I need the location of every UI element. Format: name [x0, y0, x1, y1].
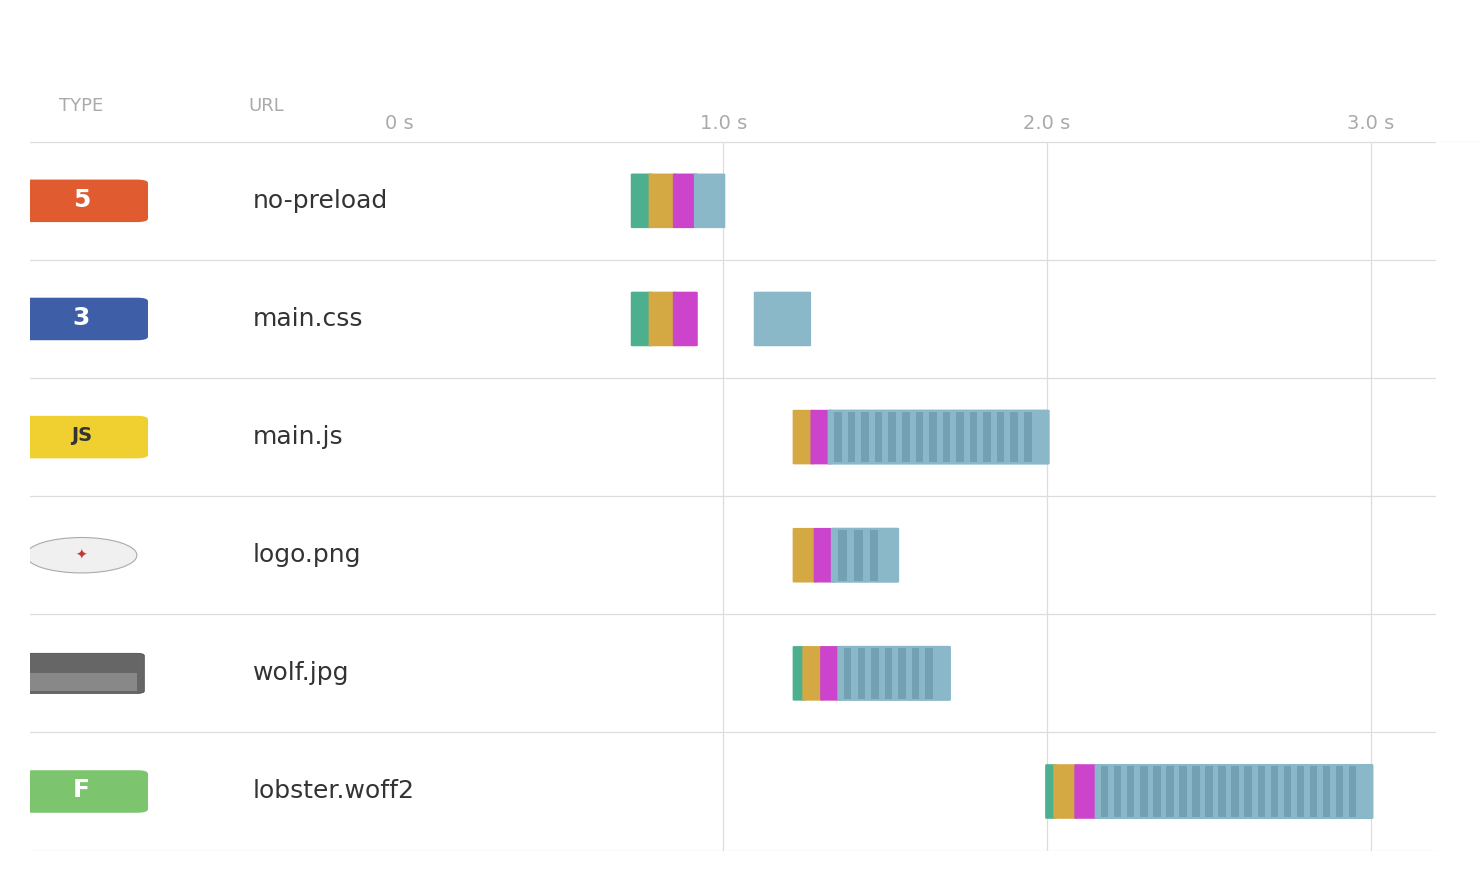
Bar	[943, 412, 950, 462]
FancyBboxPatch shape	[648, 291, 676, 346]
Bar	[929, 412, 937, 462]
Bar	[838, 530, 847, 580]
Bar	[1323, 766, 1331, 817]
FancyBboxPatch shape	[15, 770, 148, 812]
FancyBboxPatch shape	[838, 646, 952, 701]
Text: main.js: main.js	[253, 425, 343, 449]
Text: ✦: ✦	[75, 548, 87, 563]
FancyBboxPatch shape	[802, 646, 824, 701]
Bar	[885, 648, 892, 699]
Bar	[1011, 412, 1018, 462]
FancyBboxPatch shape	[648, 174, 676, 228]
Bar	[888, 412, 895, 462]
Bar	[835, 412, 842, 462]
Text: 3: 3	[73, 306, 90, 330]
Bar	[983, 412, 992, 462]
Bar	[1245, 766, 1252, 817]
FancyBboxPatch shape	[793, 410, 814, 464]
Bar	[1296, 766, 1304, 817]
FancyBboxPatch shape	[19, 653, 145, 694]
FancyBboxPatch shape	[1095, 764, 1373, 819]
Bar	[998, 412, 1005, 462]
Bar	[1024, 412, 1032, 462]
Text: logo.png: logo.png	[253, 543, 361, 567]
Text: URL: URL	[249, 97, 284, 115]
Bar	[1101, 766, 1109, 817]
Bar	[1258, 766, 1265, 817]
Bar	[844, 648, 851, 699]
FancyBboxPatch shape	[630, 291, 653, 346]
Bar	[1205, 766, 1212, 817]
Bar	[1283, 766, 1291, 817]
FancyBboxPatch shape	[811, 410, 832, 464]
Text: TYPE: TYPE	[59, 97, 104, 115]
Bar	[1193, 766, 1200, 817]
FancyBboxPatch shape	[814, 528, 835, 582]
Bar	[1153, 766, 1160, 817]
Bar	[857, 648, 864, 699]
Bar	[1180, 766, 1187, 817]
FancyBboxPatch shape	[820, 646, 842, 701]
Bar	[925, 648, 932, 699]
Bar	[1231, 766, 1239, 817]
FancyBboxPatch shape	[15, 298, 148, 340]
FancyBboxPatch shape	[694, 174, 725, 228]
FancyBboxPatch shape	[793, 528, 817, 582]
Bar	[1270, 766, 1277, 817]
FancyBboxPatch shape	[753, 291, 811, 346]
Bar	[875, 412, 882, 462]
FancyBboxPatch shape	[1045, 765, 1057, 819]
Bar	[912, 648, 919, 699]
Bar	[1348, 766, 1356, 817]
FancyBboxPatch shape	[1054, 765, 1077, 819]
Bar	[870, 530, 879, 580]
Bar	[872, 648, 879, 699]
FancyBboxPatch shape	[673, 291, 697, 346]
FancyBboxPatch shape	[827, 409, 1049, 464]
Bar	[956, 412, 963, 462]
FancyBboxPatch shape	[793, 646, 807, 701]
Bar	[1166, 766, 1174, 817]
Bar	[901, 412, 910, 462]
Bar	[27, 673, 138, 691]
Bar	[1218, 766, 1225, 817]
FancyBboxPatch shape	[830, 528, 900, 583]
FancyBboxPatch shape	[1074, 765, 1100, 819]
Bar	[1114, 766, 1122, 817]
Text: main.css: main.css	[253, 307, 364, 331]
Bar	[1140, 766, 1147, 817]
Text: F: F	[73, 778, 90, 803]
Text: lobster.woff2: lobster.woff2	[253, 780, 414, 804]
Circle shape	[27, 538, 138, 573]
Bar	[1128, 766, 1135, 817]
Bar	[1310, 766, 1317, 817]
Bar	[1335, 766, 1342, 817]
FancyBboxPatch shape	[15, 180, 148, 222]
Text: wolf.jpg: wolf.jpg	[253, 661, 349, 686]
Bar	[898, 648, 906, 699]
Bar	[861, 412, 869, 462]
Bar	[916, 412, 924, 462]
Bar	[969, 412, 977, 462]
Text: 5: 5	[73, 188, 90, 212]
FancyBboxPatch shape	[15, 416, 148, 458]
Text: JS: JS	[71, 426, 92, 446]
FancyBboxPatch shape	[673, 174, 697, 228]
Text: no-preload: no-preload	[253, 189, 388, 213]
FancyBboxPatch shape	[630, 174, 653, 228]
Bar	[854, 530, 863, 580]
Bar	[848, 412, 855, 462]
